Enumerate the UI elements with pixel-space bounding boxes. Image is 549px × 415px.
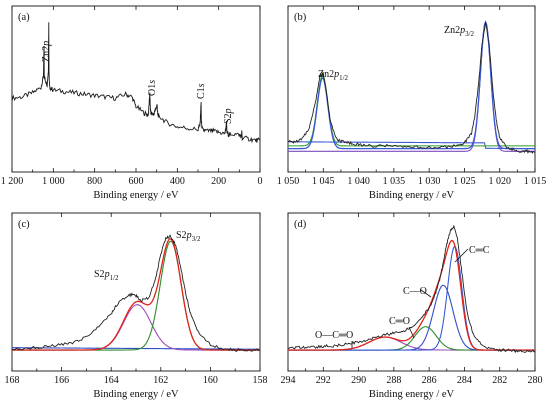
x-tick-label: 200	[211, 176, 226, 187]
peak-annotation: S2p3/2	[176, 230, 201, 243]
annotation-leader	[408, 326, 415, 339]
x-axis-label: Binding energy / eV	[93, 190, 179, 201]
x-tick-label: 1 025	[453, 176, 476, 187]
x-tick-label: 1 050	[277, 176, 300, 187]
peak-annotation: C═O	[389, 316, 410, 327]
x-tick-label: 1 040	[347, 176, 370, 187]
panel-b: 1 050 1 045 1 040 1 035 1 030 1 025 1 020 1 015…	[277, 5, 547, 201]
panel-a: 1 200 1 000 800 600 400 200 0 Binding energy / …	[1, 5, 263, 201]
panel-d: 294 292 290 288 286 284 282 280 Binding energy /…	[281, 212, 543, 400]
panel-c: 168 166 164 162 160 158 Binding energy / eV (c)…	[5, 212, 268, 400]
peak-annotation: C1s	[196, 83, 207, 99]
x-tick-label: 1 020	[488, 176, 511, 187]
series-fit	[288, 20, 535, 150]
peak-annotation: Zn2p3/2	[444, 25, 475, 38]
peak-annotation: C—O	[403, 286, 427, 297]
x-tick-label: 280	[528, 375, 543, 386]
x-tick-label: 294	[281, 375, 296, 386]
x-tick-label: 1 045	[312, 176, 335, 187]
peak-annotation: Zn2p1/2	[318, 69, 349, 82]
x-axis-label: Binding energy / eV	[369, 389, 455, 400]
series-background	[12, 347, 261, 350]
x-tick-label: 1 030	[418, 176, 441, 187]
panel-letter: (d)	[294, 219, 307, 230]
panel-letter: (c)	[18, 219, 30, 230]
annotation-leader	[454, 248, 469, 263]
x-tick-label: 284	[457, 375, 472, 386]
peak-annotation: C═C	[469, 245, 490, 256]
x-tick-label: 288	[386, 375, 401, 386]
series-p12	[12, 304, 260, 351]
annotation-leader	[420, 289, 432, 298]
x-tick-label: 166	[54, 375, 69, 386]
x-tick-label: 1 035	[383, 176, 406, 187]
x-tick-label: 158	[253, 375, 268, 386]
x-tick-label: 800	[87, 176, 102, 187]
series-survey	[11, 22, 261, 144]
peak-annotation: O1s	[147, 80, 158, 96]
peak-annotation: O—C═O	[315, 330, 353, 341]
x-tick-label: 164	[104, 375, 119, 386]
series-raw	[11, 234, 261, 352]
x-tick-label: 0	[258, 176, 263, 187]
series-fit	[288, 239, 535, 351]
series-raw	[287, 225, 536, 354]
x-tick-label: 1 200	[1, 176, 24, 187]
x-tick-label: 1 015	[524, 176, 547, 187]
x-tick-label: 290	[351, 375, 366, 386]
panel-letter: (b)	[294, 12, 307, 23]
peak-annotation: S2p	[223, 108, 234, 124]
x-tick-label: 1 000	[42, 176, 65, 187]
x-axis-label: Binding energy / eV	[93, 389, 179, 400]
plot-frame	[11, 212, 261, 372]
x-tick-label: 400	[170, 176, 185, 187]
x-tick-label: 160	[203, 375, 218, 386]
x-tick-label: 600	[129, 176, 144, 187]
x-tick-label: 168	[5, 375, 20, 386]
x-tick-label: 162	[153, 375, 168, 386]
series-raw	[287, 21, 536, 154]
series-background	[288, 141, 535, 150]
x-axis-label: Binding energy / eV	[369, 190, 455, 201]
peak-annotation: Zn2p	[41, 41, 52, 62]
x-tick-label: 292	[316, 375, 331, 386]
peak-annotation: S2p1/2	[94, 269, 119, 282]
x-tick-label: 286	[422, 375, 437, 386]
panel-letter: (a)	[18, 12, 30, 23]
x-tick-label: 282	[492, 375, 507, 386]
series-fit	[12, 238, 260, 351]
